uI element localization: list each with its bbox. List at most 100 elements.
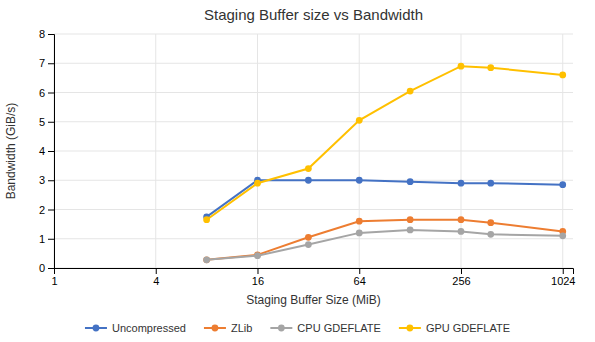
- y-axis-tick-label: 6: [39, 87, 45, 99]
- legend-marker: [406, 325, 413, 332]
- grid-line-y: [54, 151, 573, 152]
- series-point: [305, 234, 312, 241]
- legend-label: CPU GDEFLATE: [297, 322, 381, 334]
- y-axis-tick-mark: [48, 210, 54, 211]
- series-line: [207, 180, 563, 217]
- series-line: [207, 230, 563, 260]
- series-point: [559, 72, 566, 79]
- y-axis-tick: 7: [39, 57, 54, 69]
- series-point: [305, 177, 312, 184]
- x-axis-tick-mark: [563, 268, 564, 274]
- y-axis-tick: 3: [39, 174, 54, 186]
- x-axis-tick-label: 64: [354, 275, 366, 287]
- series-point: [254, 252, 261, 259]
- y-axis-tick: 5: [39, 116, 54, 128]
- series-point: [458, 216, 465, 223]
- x-axis-tick-mark: [461, 268, 462, 274]
- series-point: [487, 219, 494, 226]
- legend-marker: [278, 325, 285, 332]
- y-axis-tick-label: 3: [39, 174, 45, 186]
- series-point: [305, 241, 312, 248]
- x-axis-tick-label: 4: [153, 275, 159, 287]
- y-axis-tick-mark: [48, 151, 54, 152]
- grid-line-y: [54, 121, 573, 122]
- legend: Uncompressed ZLib CPU GDEFLATE GPU GDEFLATE: [85, 322, 510, 334]
- y-axis-tick-label: 7: [39, 57, 45, 69]
- x-axis-tick: 64: [354, 268, 366, 287]
- legend-item: GPU GDEFLATE: [399, 322, 510, 334]
- y-axis: 0 1 2 3 4 5 6 7 8: [39, 28, 55, 274]
- y-axis-tick-label: 0: [39, 262, 45, 274]
- x-axis-tick-mark: [359, 268, 360, 274]
- y-axis-tick: 0: [39, 262, 54, 274]
- y-axis-domain: [48, 35, 55, 269]
- series-line: [207, 66, 563, 220]
- title: Staging Buffer size vs Bandwidth: [204, 6, 423, 23]
- legend-marker: [212, 325, 219, 332]
- series-point: [356, 117, 363, 124]
- series-point: [305, 165, 312, 172]
- legend-label: Uncompressed: [112, 322, 186, 334]
- y-axis-tick-mark: [48, 93, 54, 94]
- series-point: [203, 256, 210, 263]
- series-point: [203, 256, 210, 263]
- plot: 1416642561024012345678: [39, 28, 576, 287]
- x-axis-tick: 16: [252, 268, 264, 287]
- grid-line-y: [54, 34, 573, 35]
- y-axis-tick: 1: [39, 233, 54, 245]
- series-point: [254, 180, 261, 187]
- x-axis-tick-label: 1: [51, 275, 57, 287]
- series-point: [407, 178, 414, 185]
- y-axis-tick-mark: [48, 34, 54, 35]
- grid-line-y: [54, 209, 573, 210]
- chart: 1416642561024012345678Staging Buffer siz…: [0, 0, 595, 342]
- y-axis-tick-mark: [48, 122, 54, 123]
- y-axis-tick-label: 2: [39, 204, 45, 216]
- series-point: [407, 88, 414, 95]
- y-axis-tick-mark: [48, 239, 54, 240]
- x-axis: 1 4 16 64 256 1024: [51, 268, 575, 287]
- x-axis-tick: 4: [153, 268, 159, 287]
- y-axis-tick-mark: [48, 63, 54, 64]
- series-point: [356, 218, 363, 225]
- x-axis-domain: [55, 269, 574, 275]
- y-axis-title: Bandwidth (GiB/s): [4, 103, 18, 200]
- x-axis-title: Staging Buffer Size (MiB): [246, 293, 381, 307]
- grid-line-y: [54, 92, 573, 93]
- series-point: [407, 216, 414, 223]
- marks: [203, 63, 566, 263]
- y-axis-tick-label: 1: [39, 233, 45, 245]
- x-axis-tick-label: 16: [252, 275, 264, 287]
- y-axis-tick-label: 8: [39, 28, 45, 40]
- x-axis-tick: 1024: [551, 268, 575, 287]
- series-point: [458, 180, 465, 187]
- series-point: [458, 63, 465, 70]
- x-axis-tick: 1: [51, 268, 57, 287]
- y-axis-tick-mark: [48, 180, 54, 181]
- series-point: [356, 177, 363, 184]
- y-axis-tick-mark: [48, 268, 54, 269]
- series-point: [458, 228, 465, 235]
- series-line: [207, 220, 563, 260]
- series-point: [487, 180, 494, 187]
- x-axis-tick: 256: [452, 268, 470, 287]
- grid-line-y: [54, 238, 573, 239]
- legend-label: GPU GDEFLATE: [426, 322, 510, 334]
- y-axis-tick-label: 4: [39, 145, 45, 157]
- series-point: [559, 232, 566, 239]
- x-axis-tick-mark: [257, 268, 258, 274]
- x-axis-tick-label: 256: [452, 275, 470, 287]
- legend-item: Uncompressed: [85, 322, 186, 334]
- series-point: [487, 231, 494, 238]
- grid-line-y: [54, 63, 573, 64]
- series-point: [254, 251, 261, 258]
- legend-item: ZLib: [204, 322, 252, 334]
- y-axis-tick: 6: [39, 87, 54, 99]
- legend-label: ZLib: [231, 322, 252, 334]
- y-axis-tick-label: 5: [39, 116, 45, 128]
- series-point: [203, 216, 210, 223]
- grid: [54, 34, 573, 268]
- y-axis-tick: 2: [39, 204, 54, 216]
- series-point: [356, 230, 363, 237]
- x-axis-tick-mark: [156, 268, 157, 274]
